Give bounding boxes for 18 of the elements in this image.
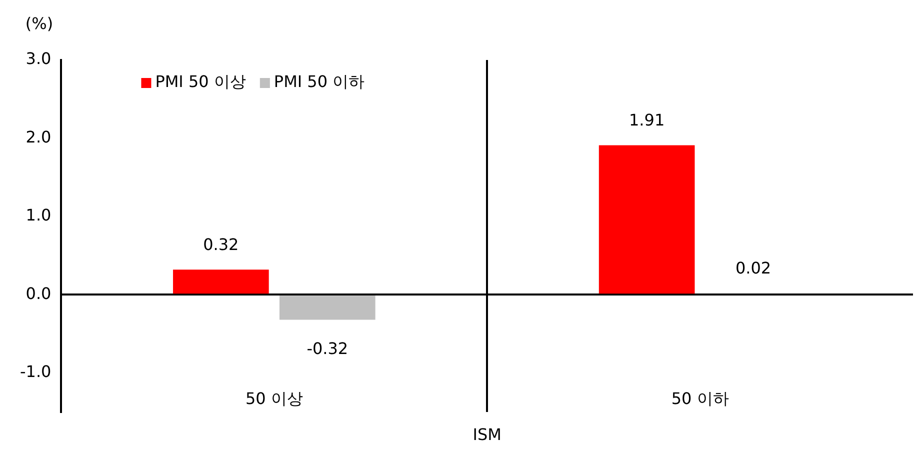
y-axis-title: (%) <box>25 14 54 34</box>
x-axis-title: ISM <box>472 425 502 444</box>
y-tick-label: 1.0 <box>26 206 52 225</box>
x-tick-label: 50 이하 <box>671 389 729 408</box>
bar <box>598 145 695 294</box>
bar <box>173 270 269 294</box>
data-label: 0.32 <box>203 234 239 254</box>
legend-label: PMI 50 이상 <box>155 72 246 92</box>
y-tick-label: 2.0 <box>26 127 52 146</box>
data-label: -0.32 <box>306 338 348 358</box>
legend-label: PMI 50 이하 <box>274 72 365 92</box>
x-tick-label: 50 이상 <box>245 389 303 408</box>
data-label: 0.02 <box>735 258 772 278</box>
bar <box>279 296 376 320</box>
y-tick-label: 3.0 <box>26 49 52 68</box>
data-label: 1.91 <box>629 110 665 130</box>
y-tick-label: 0.0 <box>26 284 52 303</box>
y-tick-label: -1.0 <box>20 362 52 382</box>
